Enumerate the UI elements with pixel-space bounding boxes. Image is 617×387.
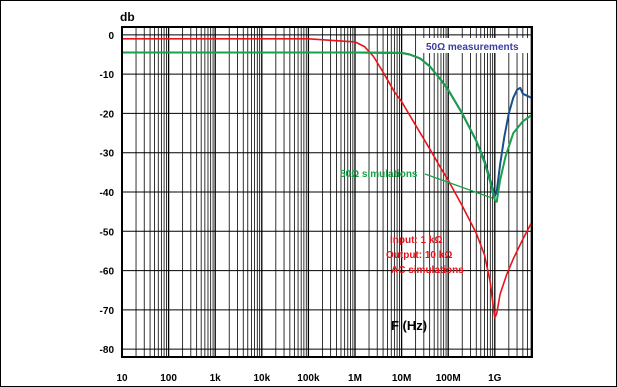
x-tick-label: 1G	[488, 373, 502, 384]
simulations-label: 50Ω simulations	[340, 169, 418, 180]
measurements-label-bg	[422, 38, 529, 53]
plot-area-border	[121, 26, 533, 358]
y-tick-label: -70	[100, 306, 115, 317]
y-tick-label: -10	[100, 70, 115, 81]
x-tick-label: 100	[160, 373, 177, 384]
series-line-0	[122, 37, 532, 319]
y-tick-label: -20	[100, 109, 115, 120]
series-line-2	[122, 51, 532, 203]
y-tick-label: -60	[100, 267, 115, 278]
x-tick-label: 10k	[253, 373, 270, 384]
y-tick-label: -80	[100, 345, 115, 356]
x-axis-label: F (Hz)	[391, 318, 427, 333]
y-tick-label: -40	[100, 188, 115, 199]
y-tick-labels: 0 -10 -20 -30 -40 -50 -60 -70 -80	[100, 31, 115, 356]
x-tick-label: 100k	[297, 373, 320, 384]
measurements-label: 50Ω measurements	[426, 42, 519, 53]
y-tick-label: -30	[100, 149, 115, 160]
y-tick-label: 0	[108, 31, 114, 42]
grid-lines	[121, 27, 532, 357]
ac-input-label: Input: 1 kΩ	[390, 235, 442, 246]
simulations-arrow-line	[424, 173, 493, 199]
x-tick-label: 100M	[436, 373, 461, 384]
x-tick-label: 1k	[210, 373, 222, 384]
x-tick-label: 10	[116, 373, 128, 384]
y-tick-label: -50	[100, 227, 115, 238]
annotations: 50Ω measurements 50Ω simulations Input: …	[340, 38, 529, 276]
x-tick-label: 1M	[348, 373, 362, 384]
y-axis-label: db	[120, 10, 135, 24]
ac-simulations-label: AC simulations	[391, 265, 464, 276]
x-tick-label: 10M	[392, 373, 411, 384]
series-lines	[122, 37, 532, 319]
x-tick-labels: 10 100 1k 10k 100k 1M 10M 100M 1G	[116, 373, 501, 384]
ac-output-label: Output: 10 kΩ	[386, 250, 452, 261]
